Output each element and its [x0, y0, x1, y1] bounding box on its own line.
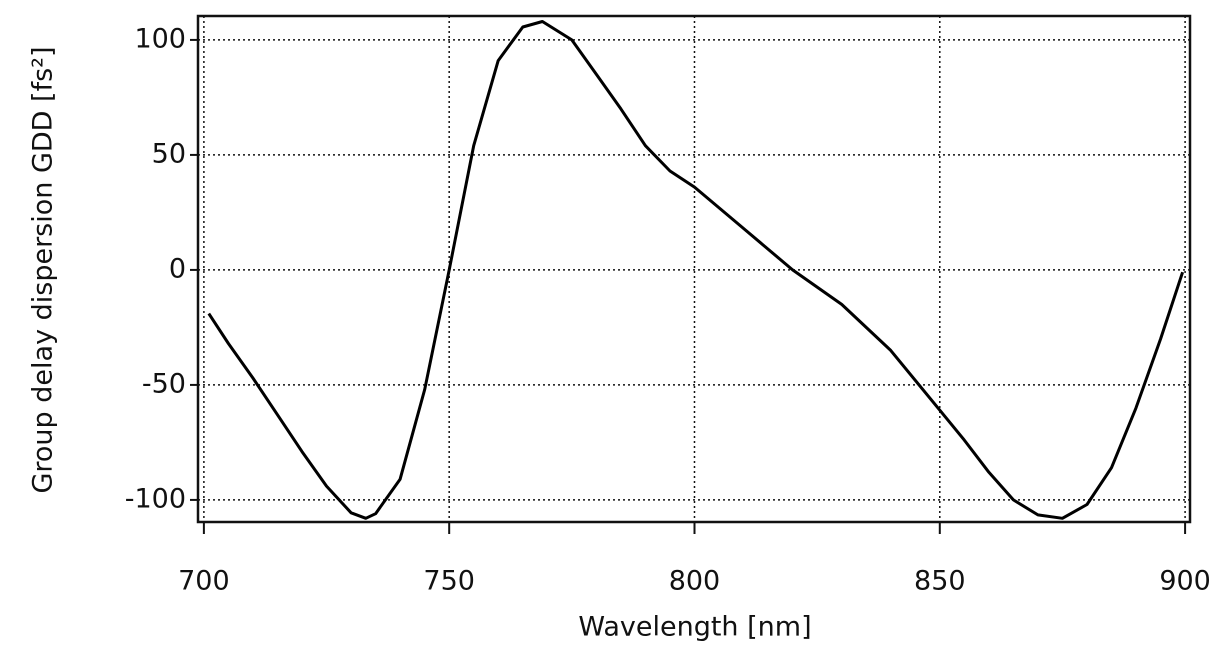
y-tick-label: 50	[152, 138, 186, 169]
x-axis-label: Wavelength [nm]	[578, 612, 811, 643]
x-tick-label: 800	[669, 566, 721, 597]
y-axis-label: Group delay dispersion GDD [fs²]	[28, 46, 59, 493]
x-tick-label: 900	[1159, 566, 1211, 597]
x-tick-label: 700	[178, 566, 230, 597]
y-tick-label: 0	[169, 253, 186, 284]
y-tick-label: -50	[142, 368, 186, 399]
y-tick-label: -100	[125, 483, 186, 514]
y-tick-label: 100	[134, 23, 186, 54]
x-tick-label: 850	[914, 566, 966, 597]
x-tick-label: 750	[423, 566, 475, 597]
plot-frame	[196, 14, 1192, 524]
data-line	[207, 20, 1185, 520]
